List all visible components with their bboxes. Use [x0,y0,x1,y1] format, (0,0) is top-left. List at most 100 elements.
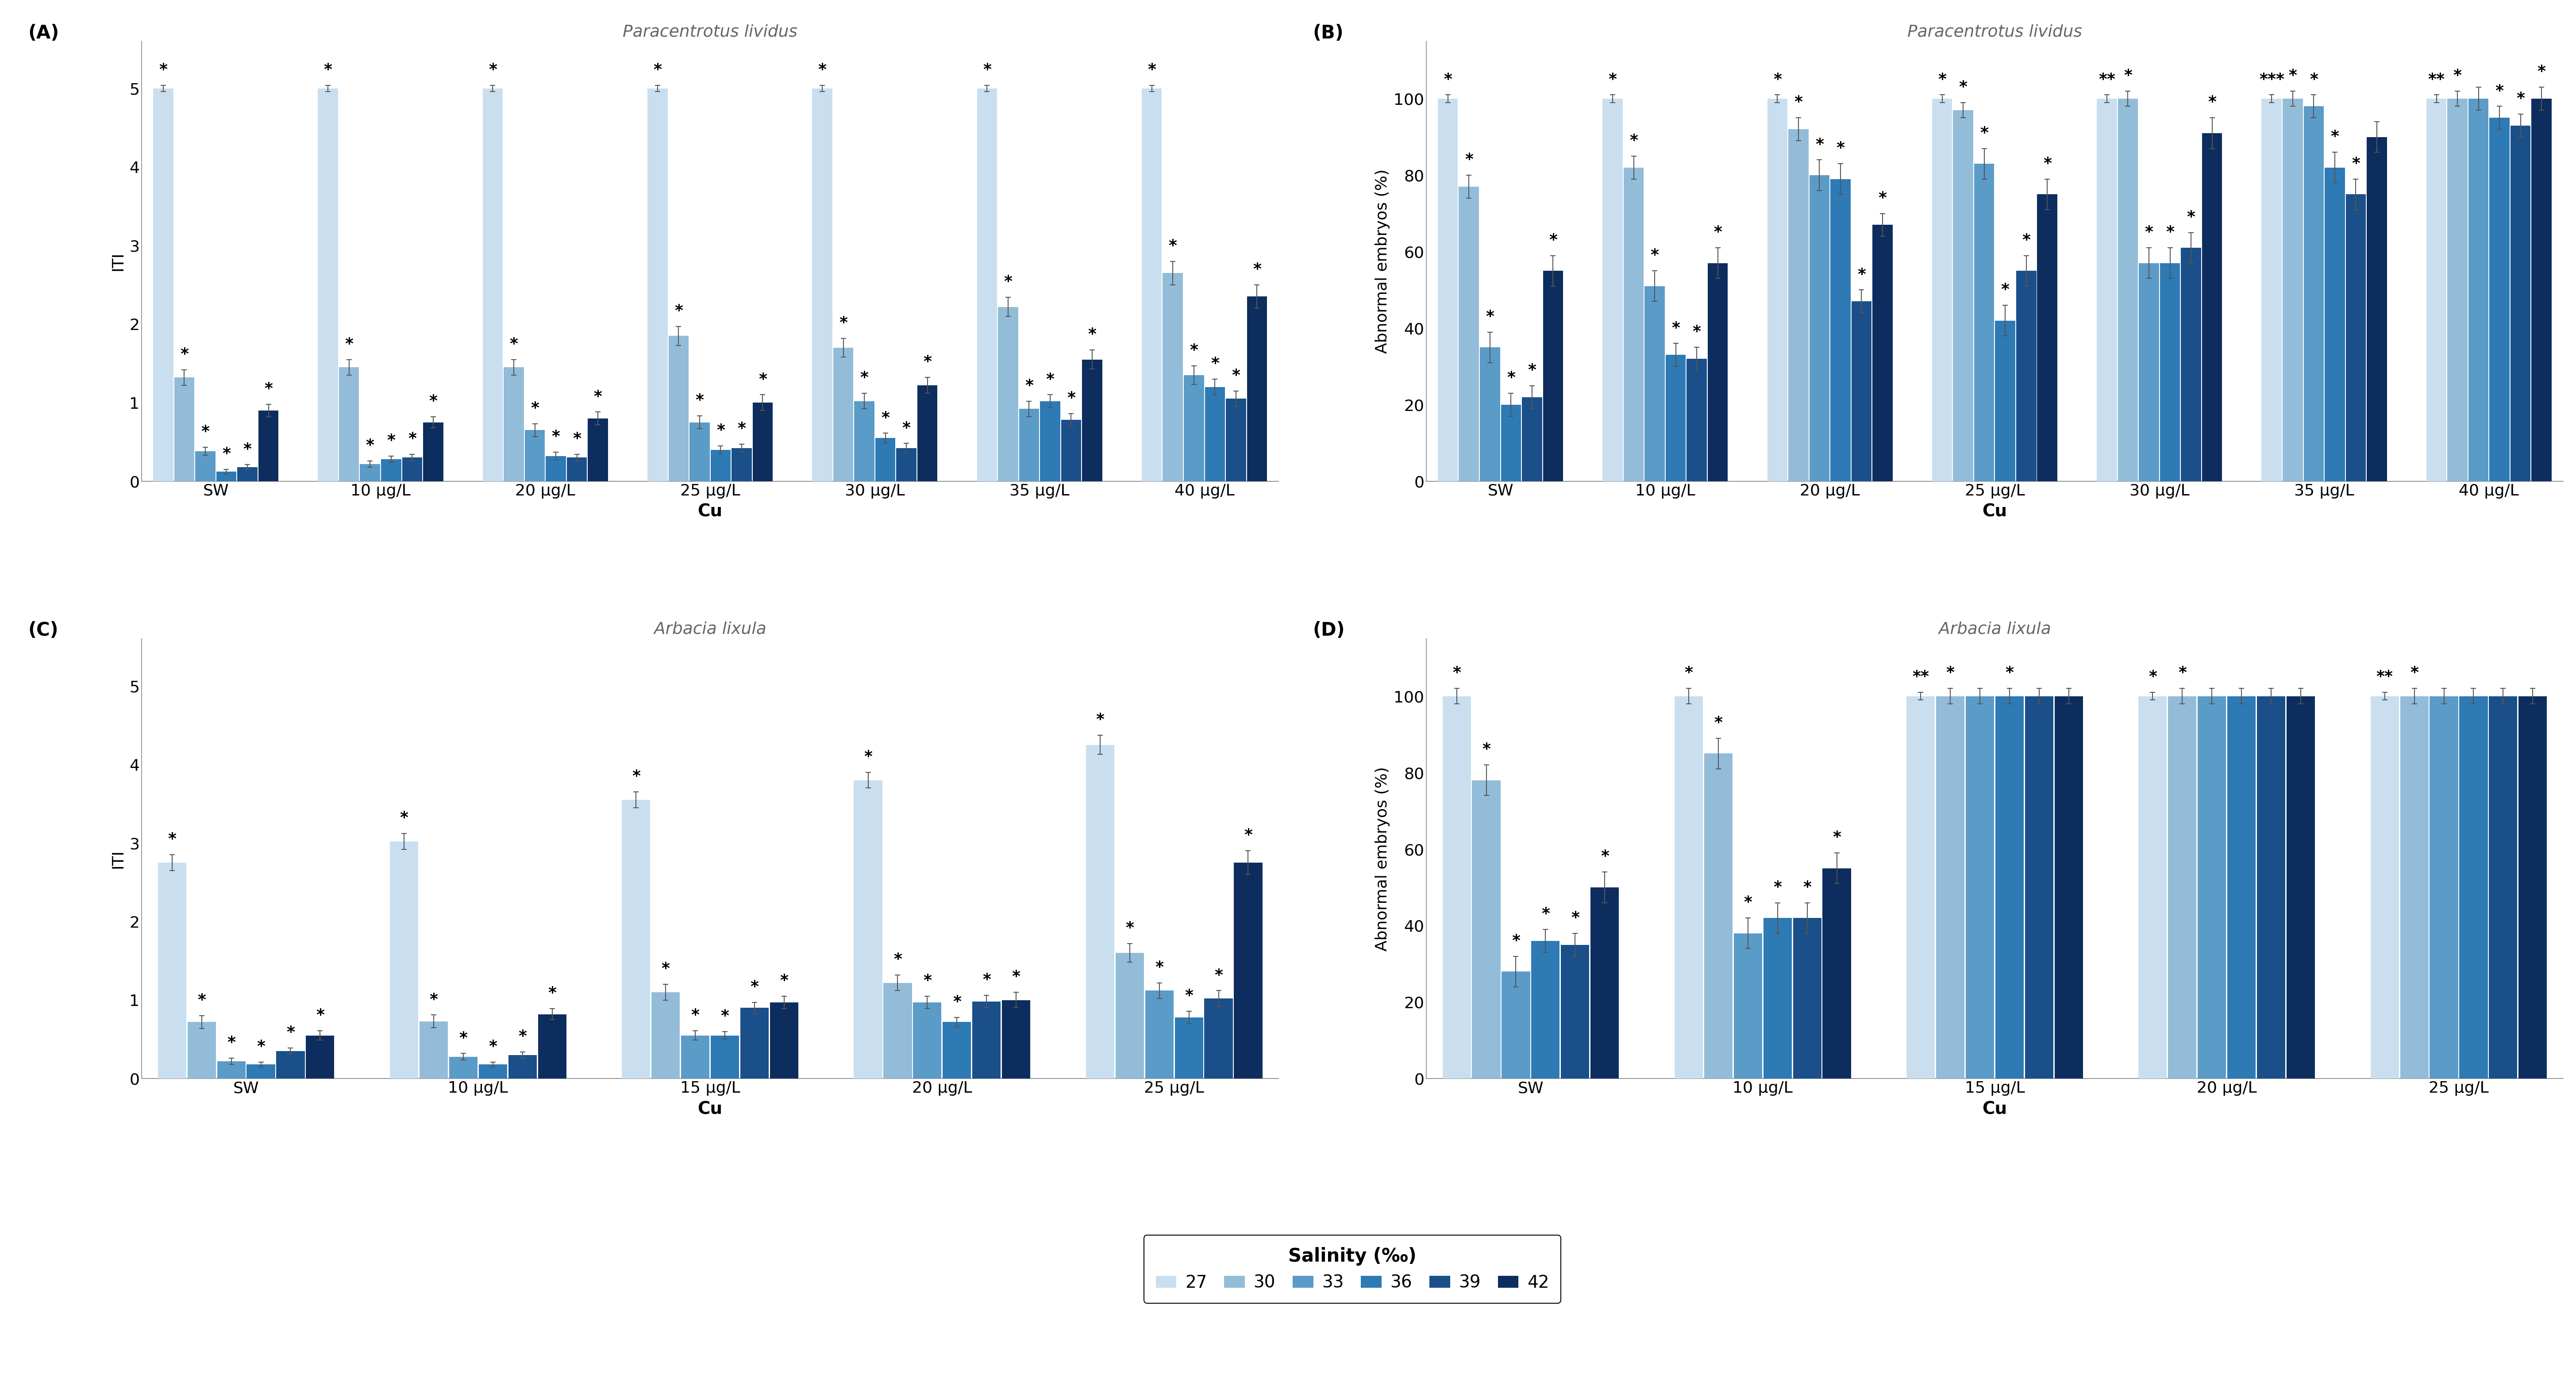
Text: *: * [2208,95,2215,110]
Bar [2519,696,2548,1079]
Y-axis label: Abnormal embryos (%): Abnormal embryos (%) [1376,766,1391,951]
Text: *: * [265,382,273,397]
Text: *: * [317,1007,325,1022]
Bar [276,1051,304,1079]
Text: *: * [840,316,848,331]
Bar [752,402,773,481]
Text: *: * [922,354,933,369]
Bar [652,992,680,1079]
Bar [1824,868,1852,1079]
Bar [2169,696,2197,1079]
Bar [1502,971,1530,1079]
Bar [690,422,708,481]
Title: Arbacia lixula: Arbacia lixula [1940,621,2050,638]
Bar [2488,696,2517,1079]
Text: *: * [881,411,889,426]
Text: **: ** [1911,670,1929,685]
Text: *: * [1046,372,1054,387]
Bar [1788,130,1808,481]
Bar [538,1014,567,1079]
Text: *: * [1772,879,1783,894]
Text: ***: *** [2259,72,2285,87]
Bar [855,401,873,481]
Text: *: * [1126,921,1133,936]
Bar [912,1002,940,1079]
Bar [1705,754,1734,1079]
Bar [1041,401,1061,481]
Text: *: * [981,973,992,988]
Bar [1502,405,1520,481]
Bar [2257,696,2285,1079]
Bar [1765,918,1793,1079]
Text: *: * [399,810,407,825]
Text: *: * [675,303,683,318]
Bar [420,1021,448,1079]
Text: *: * [750,980,760,995]
Text: *: * [2146,225,2154,240]
Text: *: * [1540,907,1551,922]
Text: *: * [2287,68,2298,83]
Bar [2197,696,2226,1079]
Text: *: * [1607,72,1618,87]
Text: *: * [2311,72,2318,87]
Bar [2097,99,2117,481]
Text: *: * [1692,324,1700,339]
Bar [1808,175,1829,481]
Bar [1852,302,1873,481]
Text: *: * [407,431,417,446]
Bar [711,449,732,481]
Text: *: * [1486,309,1494,324]
Bar [1146,991,1175,1079]
Bar [196,452,216,481]
Bar [361,464,381,481]
Text: *: * [1795,95,1803,110]
Text: *: * [1528,362,1535,378]
Text: *: * [1685,666,1692,681]
Bar [1087,745,1115,1079]
Text: *: * [2352,156,2360,171]
Bar [1458,186,1479,481]
Bar [2460,696,2488,1079]
Bar [1561,945,1589,1079]
Bar [2056,696,2084,1079]
Bar [832,347,853,481]
Title: Paracentrotus lividus: Paracentrotus lividus [623,23,799,40]
Bar [1479,347,1499,481]
Bar [711,1035,739,1079]
Text: *: * [1211,356,1218,371]
Bar [2202,134,2223,481]
Bar [1674,696,1703,1079]
Bar [647,88,667,481]
Bar [567,457,587,481]
Bar [479,1064,507,1079]
Bar [1247,296,1267,481]
Bar [526,430,546,481]
Text: *: * [489,62,497,77]
Bar [2017,271,2038,481]
Bar [2138,263,2159,481]
Bar [1623,168,1643,481]
Bar [157,863,185,1079]
Text: *: * [984,62,992,77]
Text: *: * [489,1039,497,1054]
Text: *: * [1466,152,1473,167]
Bar [1522,397,1543,481]
X-axis label: Cu: Cu [698,503,721,520]
Bar [216,1061,245,1079]
Text: *: * [227,1035,234,1050]
Bar [2427,99,2447,481]
Bar [2370,696,2398,1079]
Text: *: * [549,985,556,1000]
Bar [505,368,523,481]
Bar [976,88,997,481]
Bar [1937,696,1965,1079]
Text: *: * [167,832,175,847]
Text: *: * [757,372,768,387]
Bar [1643,287,1664,481]
Text: *: * [1213,967,1224,983]
Text: *: * [1600,849,1610,864]
Text: *: * [1443,72,1453,87]
Text: *: * [1252,262,1262,277]
Bar [2038,194,2058,481]
Bar [1965,696,1994,1079]
